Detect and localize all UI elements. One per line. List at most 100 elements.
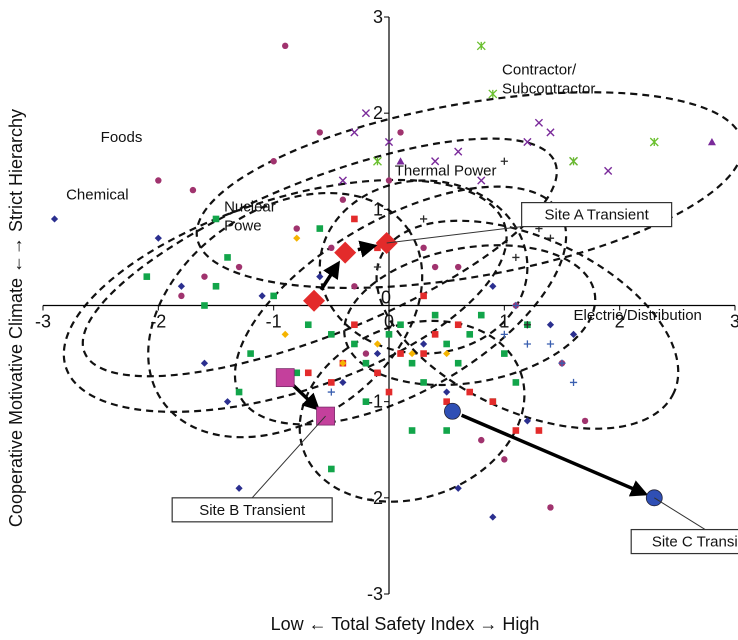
- data-point: [512, 427, 520, 434]
- data-point: [385, 331, 393, 338]
- data-point: [351, 215, 358, 223]
- data-point: [569, 156, 578, 166]
- data-point: [385, 388, 393, 396]
- data-point: [523, 321, 531, 329]
- data-point: [224, 254, 231, 261]
- data-point: [420, 379, 427, 386]
- data-point: [339, 378, 347, 387]
- data-point: [223, 398, 232, 406]
- data-point: [408, 427, 416, 434]
- data-point: [282, 42, 289, 50]
- x-tick-label: -2: [150, 312, 166, 332]
- x-tick-label: -1: [266, 312, 282, 332]
- data-point: [466, 388, 474, 396]
- data-point: [201, 302, 208, 309]
- data-point: [384, 137, 394, 147]
- data-point: [454, 359, 462, 367]
- data-point: [178, 292, 185, 300]
- y-axis-label: Cooperative Motivative Climate ←→ Strict…: [6, 109, 26, 527]
- data-point: [581, 417, 589, 425]
- ellipse-label: Foods: [101, 129, 143, 146]
- data-point: [328, 465, 335, 473]
- cluster-ellipse: [195, 91, 738, 290]
- data-point: [420, 350, 427, 357]
- cluster-ellipse: [62, 178, 508, 413]
- data-point: [443, 388, 451, 396]
- data-point: [500, 330, 508, 338]
- data-point: [408, 359, 416, 367]
- data-point: [270, 292, 277, 300]
- data-point: [547, 504, 554, 511]
- x-tick-label: 0: [384, 312, 394, 332]
- data-point: [304, 321, 312, 329]
- data-point: [316, 225, 324, 232]
- transient-label: Site B Transient: [199, 502, 306, 519]
- data-point: [362, 398, 370, 405]
- data-point: [189, 186, 197, 194]
- data-point: [501, 456, 508, 463]
- data-point: [489, 398, 497, 405]
- x-tick-label: 3: [730, 312, 738, 332]
- data-point: [373, 156, 382, 166]
- y-tick-label: 0: [381, 288, 391, 308]
- data-point: [454, 321, 462, 329]
- data-point: [351, 283, 358, 290]
- data-point: [546, 321, 555, 329]
- data-point: [443, 349, 451, 358]
- data-point: [374, 369, 381, 377]
- data-point: [420, 215, 428, 223]
- transient-leader-line: [251, 415, 326, 499]
- data-point: [143, 273, 151, 280]
- data-point: [177, 282, 185, 290]
- cluster-ellipse: [375, 219, 680, 430]
- y-tick-label: 3: [373, 7, 383, 27]
- transient-arrow: [357, 240, 378, 258]
- data-point: [155, 177, 162, 184]
- cluster-ellipse: [298, 319, 526, 503]
- data-point: [351, 321, 358, 329]
- data-point: [270, 158, 277, 165]
- data-point: [408, 349, 416, 358]
- data-point: [604, 166, 613, 175]
- data-point: [523, 417, 531, 425]
- data-point: [455, 263, 462, 271]
- data-point: [154, 234, 162, 242]
- transient-point: [334, 241, 357, 264]
- transient-leader-line: [386, 226, 522, 244]
- data-point: [500, 157, 508, 165]
- transient-point: [444, 402, 461, 420]
- ellipse-label: Chemical: [66, 187, 129, 204]
- data-point: [328, 244, 335, 251]
- y-tick-label: 1: [373, 199, 383, 219]
- ellipse-label: Electric/Distribution: [574, 307, 702, 324]
- data-point: [373, 340, 382, 348]
- axes: -3 -2 -1 0 1 2 3 3 2 1 -1 -2 -3 0: [35, 7, 738, 604]
- y-tick-label: -1: [367, 392, 383, 412]
- data-point: [431, 157, 440, 166]
- ellipse-labels: Contractor/Subcontractor Foods Chemical Nuc…: [66, 62, 702, 324]
- x-tick-label: 1: [499, 312, 509, 332]
- data-point: [258, 292, 266, 300]
- data-point: [316, 129, 323, 136]
- data-point: [454, 484, 462, 492]
- transient-leader-line: [654, 497, 706, 530]
- data-point: [281, 330, 289, 338]
- data-point: [489, 282, 497, 290]
- data-point: [338, 176, 347, 185]
- data-point: [362, 359, 370, 367]
- data-point: [201, 273, 208, 280]
- data-point: [478, 436, 485, 444]
- data-point: [327, 388, 335, 396]
- data-point: [374, 244, 381, 252]
- data-point: [476, 41, 486, 51]
- data-point: [397, 321, 404, 329]
- data-point: [235, 484, 243, 492]
- data-point: [569, 330, 578, 338]
- data-point: [293, 225, 300, 232]
- cluster-ellipse: [318, 179, 529, 355]
- data-point: [420, 244, 427, 251]
- y-tick-label: 2: [373, 103, 383, 123]
- data-point: [649, 137, 659, 147]
- transient-label: Site C Transient: [652, 534, 738, 551]
- ellipse-label: Powe: [224, 217, 262, 234]
